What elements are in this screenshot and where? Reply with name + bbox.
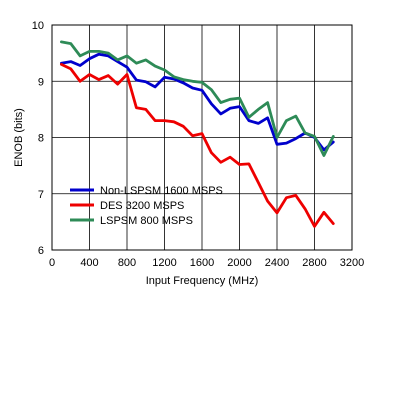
- y-tick-label-3: 9: [38, 76, 44, 88]
- x-tick-label-0: 0: [49, 257, 55, 269]
- y-tick-label-4: 10: [32, 20, 44, 32]
- series-line-0: [60, 52, 335, 152]
- x-tick-label-6: 2400: [265, 257, 289, 269]
- y-tick-label-0: 6: [38, 245, 44, 257]
- y-tick-labels: 6 7 8 9 10: [32, 20, 44, 257]
- series-layer: [60, 40, 335, 228]
- x-axis-label: Input Frequency (MHz): [146, 275, 258, 287]
- series-line-2: [60, 40, 335, 157]
- legend-label-2: LSPSM 800 MSPS: [100, 215, 193, 227]
- x-tick-label-1: 400: [80, 257, 98, 269]
- x-tick-label-7: 2800: [302, 257, 326, 269]
- x-tick-label-8: 3200: [340, 257, 364, 269]
- x-tick-label-4: 1600: [190, 257, 214, 269]
- grid-lines: [52, 25, 352, 250]
- y-tick-label-2: 8: [38, 133, 44, 145]
- legend: Non-LSPSM 1600 MSPS DES 3200 MSPS LSPSM 80…: [70, 185, 223, 227]
- legend-label-1: DES 3200 MSPS: [100, 200, 184, 212]
- y-axis-label: ENOB (bits): [13, 108, 25, 167]
- x-tick-labels: 0 400 800 1200 1600 2000 2400 2800 3200: [49, 257, 364, 269]
- legend-label-0: Non-LSPSM 1600 MSPS: [100, 185, 223, 197]
- plot-frame: [51, 24, 353, 251]
- series-line-1: [60, 63, 335, 228]
- x-tick-label-5: 2000: [227, 257, 251, 269]
- x-tick-label-3: 1200: [152, 257, 176, 269]
- y-tick-label-1: 7: [38, 189, 44, 201]
- x-tick-label-2: 800: [118, 257, 136, 269]
